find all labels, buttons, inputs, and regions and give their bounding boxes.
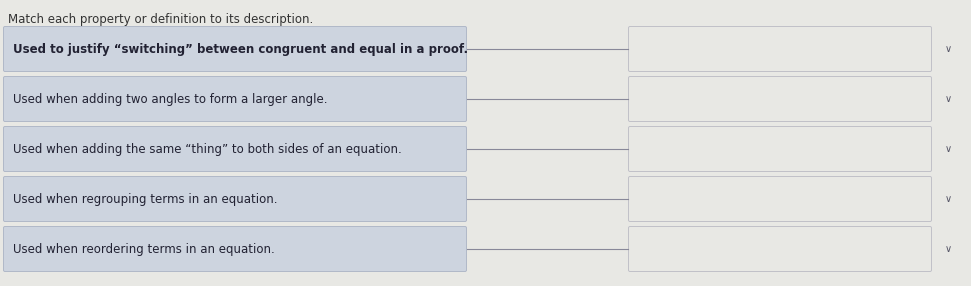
FancyBboxPatch shape [4, 126, 466, 172]
Text: Used when reordering terms in an equation.: Used when reordering terms in an equatio… [13, 243, 275, 255]
Text: ∨: ∨ [945, 144, 952, 154]
FancyBboxPatch shape [628, 227, 931, 271]
FancyBboxPatch shape [4, 176, 466, 221]
Text: Used when adding the same “thing” to both sides of an equation.: Used when adding the same “thing” to bot… [13, 142, 402, 156]
FancyBboxPatch shape [628, 27, 931, 72]
FancyBboxPatch shape [4, 227, 466, 271]
FancyBboxPatch shape [4, 76, 466, 122]
Text: ∨: ∨ [945, 94, 952, 104]
Text: Used when adding two angles to form a larger angle.: Used when adding two angles to form a la… [13, 92, 327, 106]
FancyBboxPatch shape [628, 176, 931, 221]
FancyBboxPatch shape [628, 76, 931, 122]
Text: ∨: ∨ [945, 194, 952, 204]
Text: ∨: ∨ [945, 244, 952, 254]
FancyBboxPatch shape [628, 126, 931, 172]
Text: Used to justify “switching” between congruent and equal in a proof.: Used to justify “switching” between cong… [13, 43, 468, 55]
FancyBboxPatch shape [4, 27, 466, 72]
Text: ∨: ∨ [945, 44, 952, 54]
Text: Used when regrouping terms in an equation.: Used when regrouping terms in an equatio… [13, 192, 278, 206]
Text: Match each property or definition to its description.: Match each property or definition to its… [8, 13, 314, 26]
